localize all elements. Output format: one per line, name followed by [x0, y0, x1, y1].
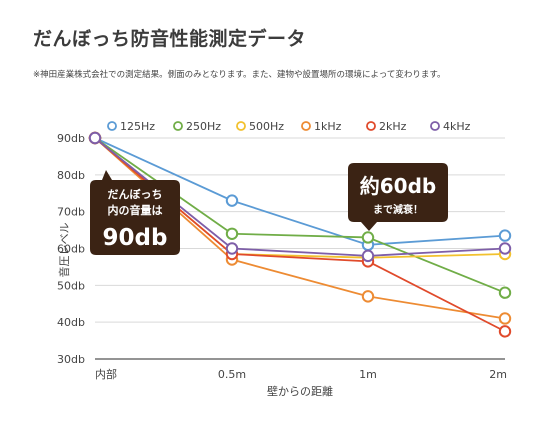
x-tick-0.5m: 0.5m — [218, 368, 246, 381]
point-4kHz-0.5m — [225, 242, 239, 255]
legend-marker-2kHz — [366, 121, 376, 131]
point-250Hz-2m — [498, 286, 512, 299]
x-tick-内部: 内部 — [95, 367, 117, 381]
y-tick-60db: 60db — [57, 243, 85, 256]
legend-marker-4kHz — [430, 121, 440, 131]
x-tick-1m: 1m — [359, 368, 377, 381]
attenuation-callout-text: まで減衰！ — [373, 203, 423, 216]
attenuation-callout: 約60db まで減衰！ — [348, 163, 448, 231]
legend-label-2kHz: 2kHz — [379, 120, 407, 133]
point-250Hz-1m — [361, 231, 375, 244]
inside-volume-callout: だんぼっち 内の音量は 90db — [90, 170, 180, 255]
point-4kHz-内部 — [88, 131, 102, 145]
y-axis-label: 音圧レベル — [57, 223, 71, 278]
measurement-note: ※神田産業株式会社での測定結果。側面のみとなります。また、建物や設置場所の環境に… — [33, 70, 446, 80]
legend-label-4kHz: 4kHz — [443, 120, 471, 133]
attenuation-callout-value: 約60db — [360, 174, 436, 198]
series-line-125Hz — [94, 137, 506, 246]
legend-marker-1kHz — [301, 121, 311, 131]
y-tick-90db: 90db — [57, 132, 85, 145]
point-250Hz-0.5m — [225, 227, 239, 240]
y-tick-70db: 70db — [57, 206, 85, 219]
x-axis-label: 壁からの距離 — [267, 384, 333, 398]
legend-marker-500Hz — [236, 121, 246, 131]
point-4kHz-1m — [361, 249, 375, 263]
inside-callout-value: 90db — [103, 225, 168, 251]
point-1kHz-1m — [361, 290, 375, 303]
y-tick-50db: 50db — [57, 279, 85, 292]
legend-label-250Hz: 250Hz — [186, 120, 221, 133]
attenuation-callout-bubble — [348, 163, 448, 231]
y-tick-40db: 40db — [57, 316, 85, 329]
legend: 125Hz 250Hz 500Hz 1kHz 2kHz 4kHz — [107, 120, 471, 133]
x-tick-2m: 2m — [489, 368, 507, 381]
x-tick-labels: 内部 0.5m 1m 2m — [95, 367, 507, 381]
point-1kHz-2m — [498, 312, 512, 325]
legend-label-125Hz: 125Hz — [120, 120, 155, 133]
inside-callout-bubble — [90, 170, 180, 255]
legend-marker-250Hz — [173, 121, 183, 131]
legend-marker-125Hz — [107, 121, 117, 131]
inside-callout-line1: だんぼっち — [108, 188, 163, 201]
y-tick-labels: 30db 40db 50db 60db 70db 80db 90db — [57, 132, 85, 366]
legend-label-500Hz: 500Hz — [249, 120, 284, 133]
page-title: だんぼっち防音性能測定データ — [33, 28, 307, 50]
y-tick-80db: 80db — [57, 169, 85, 182]
point-125Hz-0.5m — [225, 194, 239, 207]
point-4kHz-2m — [498, 242, 512, 255]
point-2kHz-2m — [498, 325, 512, 338]
y-tick-30db: 30db — [57, 353, 85, 366]
inside-callout-line2: 内の音量は — [108, 203, 163, 217]
point-125Hz-2m — [498, 229, 512, 242]
legend-label-1kHz: 1kHz — [314, 120, 342, 133]
